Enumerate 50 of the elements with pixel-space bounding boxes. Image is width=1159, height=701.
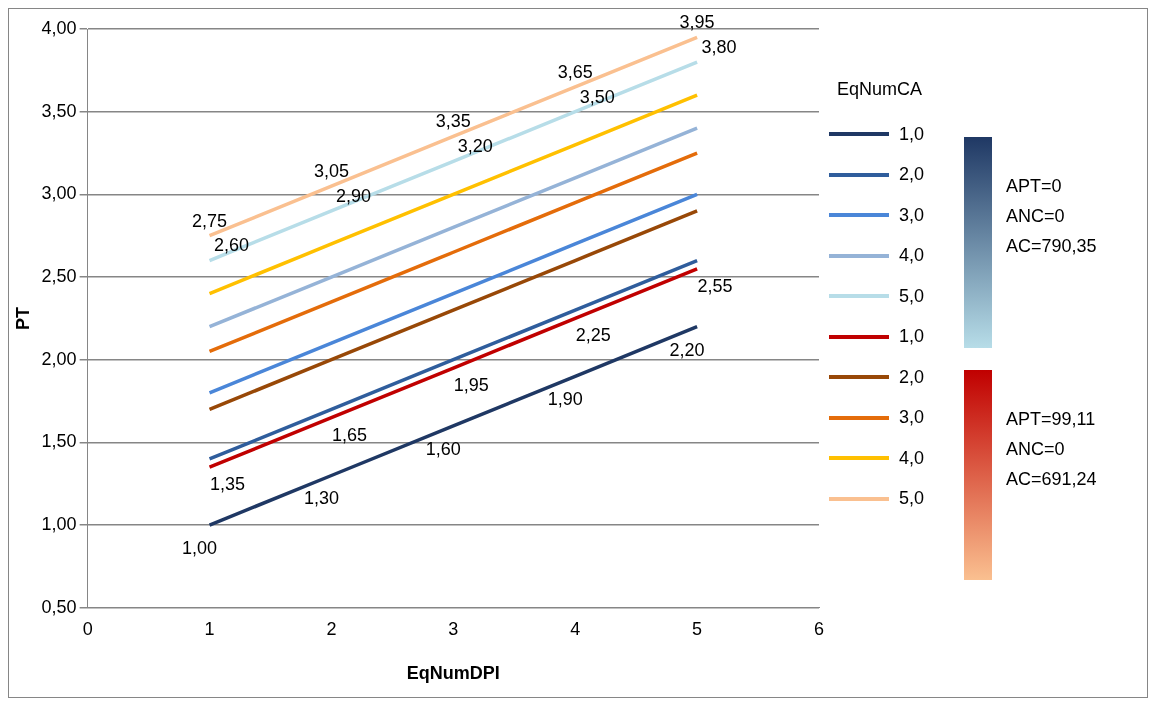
y-tick-label: 3,50	[41, 100, 77, 121]
legend-label: 2,0	[899, 164, 925, 186]
legend-title: EqNumCA	[837, 79, 924, 100]
y-axis-title: PT	[12, 306, 33, 330]
y-tick-label: 1,50	[41, 431, 77, 452]
x-tick-label: 3	[448, 618, 459, 639]
legend-label: 1,0	[899, 326, 925, 348]
data-label: 1,30	[303, 488, 339, 509]
x-tick-label: 0	[82, 618, 93, 639]
data-label: 3,20	[457, 136, 493, 157]
y-tick-label: 0,50	[41, 596, 77, 617]
data-label: 2,75	[192, 210, 228, 231]
y-tick-label: 1,00	[41, 514, 77, 535]
data-label: 2,25	[575, 325, 611, 346]
x-tick-label: 5	[692, 618, 703, 639]
data-label: 3,50	[579, 86, 615, 107]
data-label: 3,95	[679, 12, 715, 33]
legend-label: 3,0	[899, 204, 925, 226]
x-tick-label: 6	[813, 618, 825, 639]
data-label: 1,35	[210, 474, 246, 495]
text: APT=99,11 ANC=0 AC=691,24	[1006, 407, 1097, 491]
data-label: 2,20	[669, 339, 705, 360]
x-tick-label: 4	[570, 618, 581, 639]
legend-label: 4,0	[899, 245, 925, 267]
y-tick-label: 2,00	[41, 348, 77, 369]
y-tick-label: 4,00	[41, 17, 77, 38]
data-label: 2,60	[214, 235, 250, 256]
x-tick-label: 1	[204, 618, 215, 639]
y-tick-label: 2,50	[41, 266, 77, 287]
data-label: 3,80	[701, 37, 737, 58]
x-axis-title: EqNumDPI	[406, 663, 500, 684]
data-label: 2,90	[335, 185, 371, 206]
y-tick-label: 3,00	[41, 183, 77, 204]
legend-label: 1,0	[899, 123, 925, 145]
data-label: 3,05	[313, 161, 349, 182]
data-label: 1,60	[425, 438, 461, 459]
data-label: 3,65	[557, 61, 593, 82]
text: APT=0 ANC=0 AC=790,35	[1006, 175, 1097, 258]
legend-label: 3,0	[899, 407, 925, 429]
x-tick-label: 2	[326, 618, 337, 639]
data-label: 2,55	[697, 275, 733, 296]
data-label: 1,95	[453, 374, 489, 395]
data-label: 1,00	[182, 538, 218, 559]
data-label: 1,90	[547, 389, 583, 410]
data-label: 3,35	[435, 111, 471, 132]
legend-label: 5,0	[899, 488, 925, 510]
legend-label: 4,0	[899, 447, 925, 469]
legend-label: 5,0	[899, 285, 925, 307]
legend-label: 2,0	[899, 366, 925, 388]
data-label: 1,65	[331, 424, 367, 445]
